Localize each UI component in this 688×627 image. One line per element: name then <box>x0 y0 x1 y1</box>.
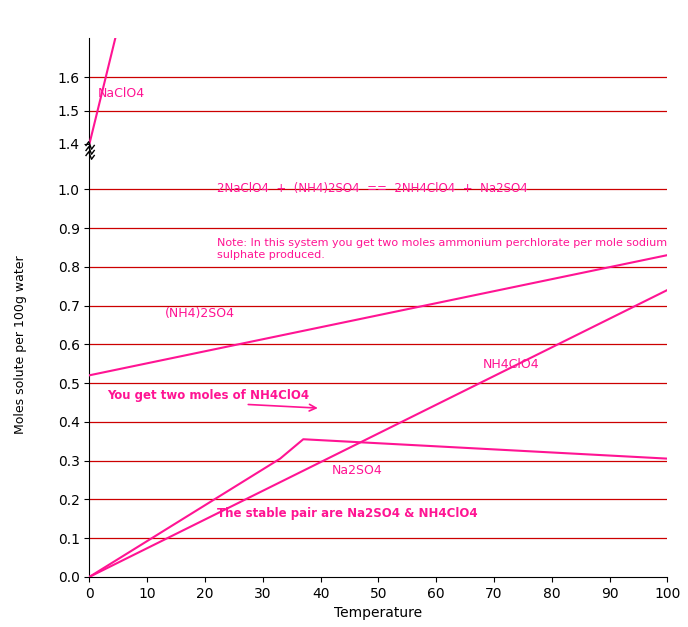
Text: Na2SO4: Na2SO4 <box>332 464 383 477</box>
X-axis label: Temperature: Temperature <box>334 606 422 620</box>
Text: You get two moles of NH4ClO4: You get two moles of NH4ClO4 <box>107 389 309 401</box>
Text: Moles solute per 100g water: Moles solute per 100g water <box>14 256 27 434</box>
Text: Note: In this system you get two moles ammonium perchlorate per mole sodium
sulp: Note: In this system you get two moles a… <box>217 238 667 260</box>
Text: 2NaClO4  +  (NH4)2SO4  ==  2NH4ClO4  +  Na2SO4: 2NaClO4 + (NH4)2SO4 == 2NH4ClO4 + Na2SO4 <box>217 182 527 195</box>
Text: NH4ClO4: NH4ClO4 <box>482 357 539 371</box>
Text: The stable pair are Na2SO4 & NH4ClO4: The stable pair are Na2SO4 & NH4ClO4 <box>217 507 477 520</box>
Text: NaClO4: NaClO4 <box>98 87 145 100</box>
Text: (NH4)2SO4: (NH4)2SO4 <box>164 307 235 320</box>
